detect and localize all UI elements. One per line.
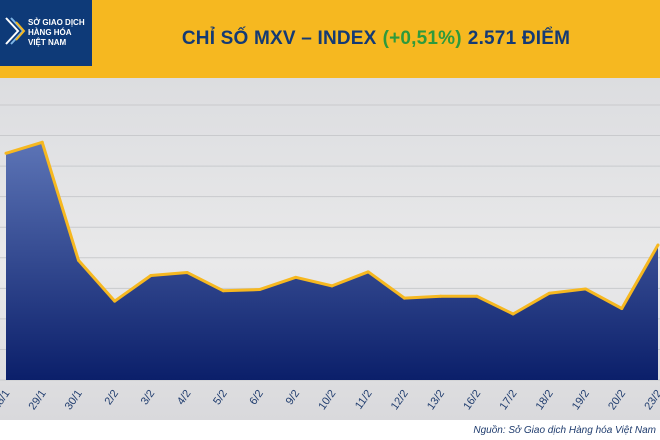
chart-title-change: (+0,51%) bbox=[382, 28, 462, 49]
data-point bbox=[439, 294, 443, 298]
header-bar: SỞ GIAO DỊCH HÀNG HÓA VIỆT NAM CHỈ SỐ MX… bbox=[0, 0, 660, 78]
x-tick-label: 18/2 bbox=[534, 388, 556, 412]
x-tick-label: 30/1 bbox=[63, 388, 85, 412]
data-point bbox=[620, 307, 624, 310]
data-point bbox=[185, 270, 189, 274]
x-tick-label: 11/2 bbox=[353, 388, 375, 412]
logo: SỞ GIAO DỊCH HÀNG HÓA VIỆT NAM bbox=[0, 0, 92, 66]
series-line bbox=[4, 140, 660, 316]
logo-text: SỞ GIAO DỊCH HÀNG HÓA VIỆT NAM bbox=[28, 18, 94, 48]
data-point bbox=[330, 284, 334, 288]
data-point bbox=[149, 274, 153, 277]
chart-title-value: 2.571 ĐIỂM bbox=[467, 28, 571, 49]
x-tick-label: 20/2 bbox=[606, 388, 628, 412]
data-point bbox=[258, 288, 262, 292]
data-point bbox=[221, 289, 225, 293]
data-point bbox=[511, 312, 515, 316]
data-point bbox=[366, 270, 370, 274]
area-series bbox=[6, 142, 658, 380]
chart-title-main: CHỈ SỐ MXV – INDEX bbox=[181, 28, 377, 49]
data-point bbox=[76, 258, 80, 262]
x-tick-label: 10/2 bbox=[316, 388, 338, 412]
logo-chevron-icon bbox=[5, 17, 26, 45]
x-axis-ticks: 28/1 29/1 30/1 2/2 3/2 4/2 5/2 6/2 9/2 10/2 11/2 12… bbox=[0, 388, 660, 412]
x-tick-label: 17/2 bbox=[497, 388, 519, 412]
x-tick-label: 13/2 bbox=[425, 388, 447, 412]
x-tick-label: 12/2 bbox=[389, 388, 411, 412]
data-point bbox=[547, 291, 551, 295]
x-tick-label: 2/2 bbox=[103, 388, 122, 407]
data-point bbox=[656, 243, 660, 247]
x-tick-label: 9/2 bbox=[284, 388, 303, 407]
x-tick-label: 19/2 bbox=[570, 388, 592, 412]
data-point bbox=[4, 151, 8, 155]
x-tick-label: 23/2 bbox=[642, 388, 660, 412]
x-tick-label: 29/1 bbox=[27, 388, 49, 412]
x-tick-label: 28/1 bbox=[0, 388, 12, 412]
x-tick-label: 6/2 bbox=[247, 388, 266, 407]
data-point bbox=[584, 287, 588, 291]
x-tick-label: 4/2 bbox=[175, 388, 194, 407]
source-note: Nguồn: Sở Giao dịch Hàng hóa Việt Nam bbox=[473, 425, 656, 436]
x-tick-label: 16/2 bbox=[461, 388, 483, 412]
data-point bbox=[294, 275, 298, 279]
x-tick-label: 3/2 bbox=[139, 388, 158, 407]
x-tick-label: 5/2 bbox=[211, 388, 230, 407]
data-point bbox=[113, 299, 117, 303]
data-point bbox=[402, 296, 406, 300]
logo-line-3: VIỆT NAM bbox=[28, 38, 67, 47]
chart-title: CHỈ SỐ MXV – INDEX (+0,51%) 2.571 ĐIỂM bbox=[92, 0, 660, 78]
area-fill bbox=[6, 142, 658, 380]
logo-line-1: SỞ GIAO DỊCH bbox=[28, 18, 85, 27]
logo-line-2: HÀNG HÓA bbox=[28, 28, 72, 37]
data-point bbox=[40, 140, 44, 144]
data-point bbox=[475, 294, 479, 298]
